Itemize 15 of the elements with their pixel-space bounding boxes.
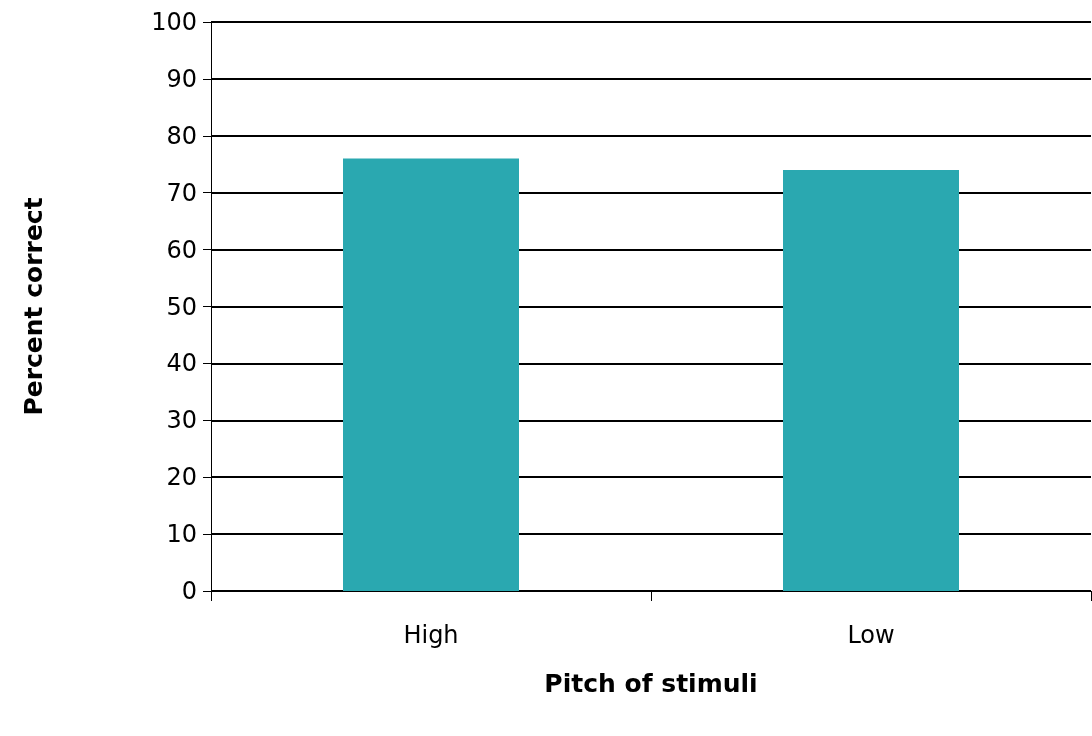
y-tick-label: 60 <box>166 235 197 264</box>
y-tick-label: 100 <box>151 8 197 36</box>
y-tick-label: 30 <box>166 406 197 435</box>
y-tick-label: 80 <box>166 121 197 150</box>
y-tick-label: 90 <box>166 64 197 93</box>
y-axis-title: Percent correct <box>19 197 48 416</box>
y-tick-label: 20 <box>166 463 197 492</box>
y-tick-label: 0 <box>181 577 197 605</box>
x-tick-label: High <box>403 621 459 649</box>
y-tick-label: 70 <box>166 178 197 207</box>
x-axis-title: Pitch of stimuli <box>544 669 758 698</box>
y-tick-label: 50 <box>166 292 197 321</box>
y-tick-label: 40 <box>166 349 197 378</box>
x-tick-label: Low <box>847 621 895 649</box>
y-tick-label: 10 <box>166 520 197 549</box>
